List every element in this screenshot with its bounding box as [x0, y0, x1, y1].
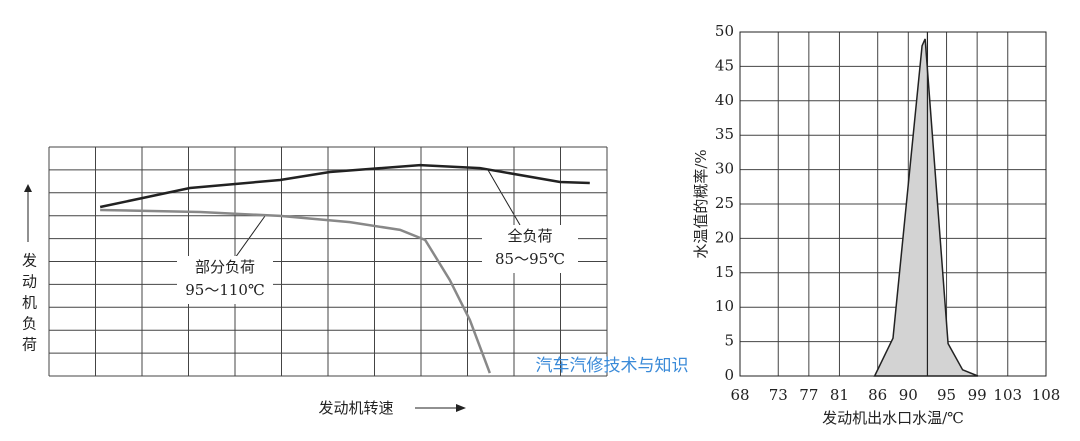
y-axis-label: 发动机负荷	[20, 253, 38, 358]
y-tick-label: 25	[715, 194, 734, 212]
y-tick-label: 35	[715, 125, 734, 143]
x-tick-label: 81	[830, 386, 849, 404]
y-tick-label: 40	[715, 91, 734, 109]
leader-line	[487, 169, 521, 226]
y-axis-label: 水温值的概率/%	[692, 149, 710, 258]
y-tick-label: 50	[715, 22, 734, 40]
annotation: 全负荷	[507, 227, 552, 245]
y-tick-label: 45	[715, 56, 734, 74]
x-tick-label: 90	[899, 386, 918, 404]
x-axis-label: 发动机出水口水温/℃	[822, 409, 964, 427]
x-arrowhead	[456, 404, 466, 412]
leader-line	[234, 215, 266, 259]
annotation: 95～110℃	[185, 281, 265, 299]
x-tick-label: 73	[769, 386, 788, 404]
y-tick-label: 10	[715, 297, 734, 315]
x-tick-label: 86	[868, 386, 887, 404]
series-line	[99, 163, 590, 209]
y-tick-label: 30	[715, 160, 734, 178]
x-tick-label: 95	[937, 386, 956, 404]
x-tick-label: 108	[1032, 386, 1061, 404]
x-tick-label: 99	[968, 386, 987, 404]
annotation: 部分负荷	[195, 258, 255, 276]
label-bg	[482, 225, 578, 273]
plot-frame	[739, 31, 1047, 377]
y-tick-label: 20	[715, 228, 734, 246]
label-bg	[177, 256, 273, 304]
x-tick-label: 68	[730, 386, 749, 404]
x-axis-label: 发动机转速	[318, 399, 393, 417]
y-tick-label: 15	[715, 263, 734, 281]
annotation: 85～95℃	[495, 250, 565, 268]
y-tick-label: 0	[724, 366, 734, 384]
x-tick-label: 77	[799, 386, 818, 404]
y-arrowhead	[24, 184, 32, 192]
y-tick-label: 5	[724, 332, 734, 350]
series-line	[100, 208, 491, 374]
x-tick-label: 103	[993, 386, 1022, 404]
area	[873, 38, 979, 377]
watermark: 汽车汽修技术与知识	[536, 356, 689, 376]
